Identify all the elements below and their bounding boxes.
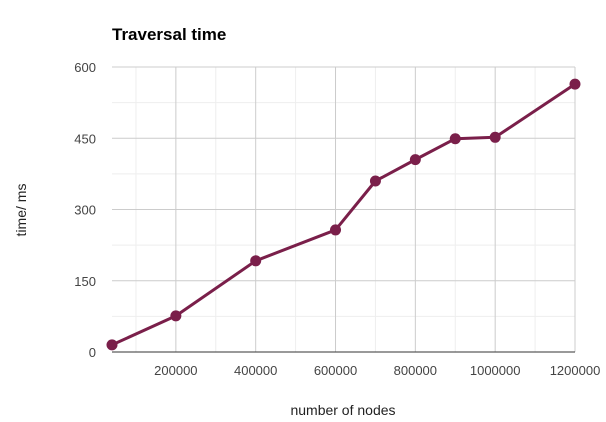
data-point: [369, 175, 381, 187]
x-tick-label: 800000: [394, 363, 437, 378]
x-axis-title: number of nodes: [290, 402, 395, 418]
y-tick-label: 150: [74, 274, 96, 289]
y-tick-label: 600: [74, 60, 96, 75]
x-tick-label: 600000: [314, 363, 357, 378]
data-point: [330, 224, 342, 236]
chart-title: Traversal time: [112, 25, 226, 44]
x-tick-label: 200000: [154, 363, 197, 378]
data-point: [569, 78, 581, 90]
y-tick-label: 300: [74, 203, 96, 218]
data-point: [409, 154, 421, 166]
x-tick-label: 1200000: [550, 363, 601, 378]
y-axis-title: time/ ms: [13, 184, 29, 237]
x-tick-label: 1000000: [470, 363, 521, 378]
data-point: [106, 339, 118, 351]
data-point: [449, 133, 461, 145]
x-tick-label: 400000: [234, 363, 277, 378]
data-point: [489, 131, 501, 143]
tick-labels: 0 150 300 450 600 200000 400000 600000 800000 100…: [74, 60, 600, 378]
y-tick-label: 450: [74, 131, 96, 146]
data-points: [106, 78, 581, 351]
data-point: [250, 255, 262, 267]
data-point: [170, 310, 182, 322]
y-tick-label: 0: [89, 345, 96, 360]
